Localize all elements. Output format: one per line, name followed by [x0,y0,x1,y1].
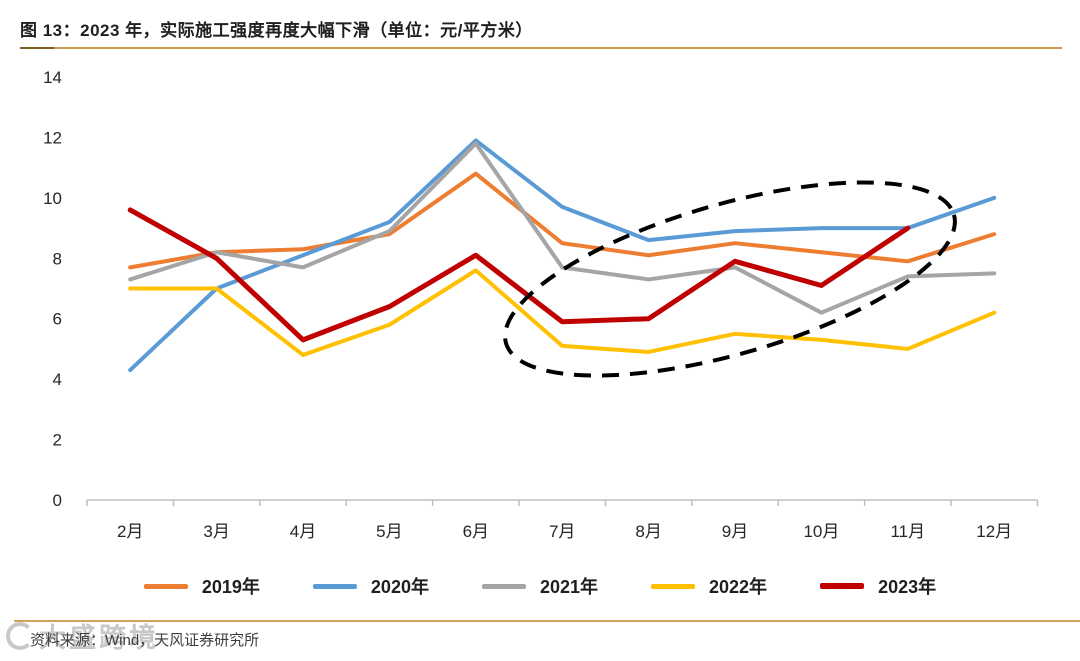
x-tick-label: 2月 [117,522,143,541]
annotation-ellipse [503,180,957,378]
legend-item-2022年: 2022年 [651,573,767,599]
source-text: 资料来源：Wind，天风证券研究所 [30,632,260,649]
x-tick-label: 3月 [203,522,229,541]
legend-swatch [481,583,526,589]
legend: 2019年 2020年 2021年 2022年 2023年 [0,571,1080,601]
x-tick-label: 7月 [549,522,575,541]
line-2022年 [128,268,997,357]
legend-item-2020年: 2020年 [312,573,429,599]
y-tick-label: 12 [43,128,62,147]
x-tick-label: 9月 [722,522,748,541]
legend-label: 2021年 [539,577,599,597]
x-tick-label: 8月 [635,522,661,541]
y-tick-label: 0 [53,491,62,510]
x-tick-label: 11月 [890,522,925,541]
x-tick-label: 10月 [803,522,839,541]
legend-label: 2023年 [878,577,937,597]
x-tick-label: 6月 [463,522,489,541]
legend-swatch [820,583,865,589]
legend-label: 2020年 [370,577,429,597]
x-tick-label: 5月 [376,522,402,541]
line-2020年 [128,138,997,373]
legend-item-2023年: 2023年 [820,573,936,599]
legend-label: 2019年 [201,577,260,597]
y-tick-label: 4 [53,370,62,389]
title-rule [20,47,1062,49]
legend-swatch [651,583,696,589]
y-tick-label: 2 [53,431,62,450]
line-2019年 [128,171,997,270]
y-tick-label: 8 [53,249,62,268]
line-2023年 [127,207,911,343]
legend-item-2019年: 2019年 [143,573,260,599]
legend-swatch [143,583,188,589]
y-tick-label: 6 [53,310,62,329]
line-2021年 [128,141,997,315]
page-title: 图 13：2023 年，实际施工强度再度大幅下滑（单位：元/平方米） [20,21,533,40]
y-tick-label: 14 [43,68,62,87]
legend-swatch [312,583,357,589]
footer-rule [14,620,1080,622]
legend-item-2021年: 2021年 [481,573,599,599]
y-tick-label: 10 [43,189,62,208]
legend-label: 2022年 [709,577,768,597]
x-tick-label: 12月 [976,522,1012,541]
x-tick-label: 4月 [290,522,316,541]
